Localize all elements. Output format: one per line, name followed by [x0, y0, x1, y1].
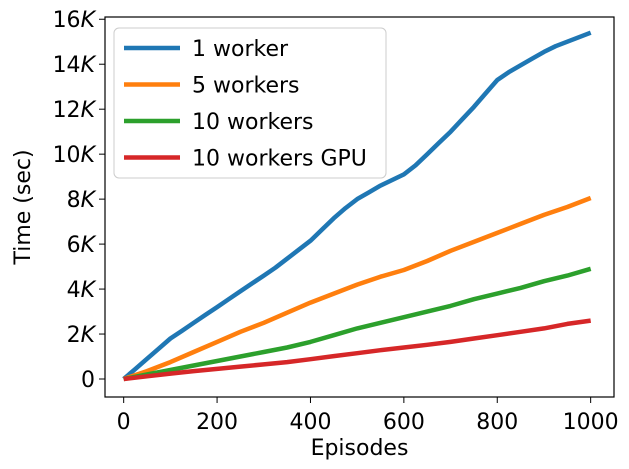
x-tick-label: 200 — [196, 410, 238, 435]
series-line-2 — [122, 195, 592, 382]
y-tick-label: 16K — [53, 8, 97, 33]
y-tick-label: 4K — [67, 278, 97, 303]
x-tick-label: 600 — [383, 410, 425, 435]
legend-label: 10 workers GPU — [192, 147, 367, 172]
x-tick-label: 0 — [117, 410, 131, 435]
plot-area-frame — [104, 16, 615, 398]
y-tick-label: 6K — [67, 233, 97, 258]
y-tick-label: 2K — [67, 323, 97, 348]
legend-label: 10 workers — [192, 110, 313, 135]
ticks-layer: 0 200 400 600 800 1000 0 2K 4K 6K 8K 10K 12K 14K 16K — [53, 8, 619, 435]
legend-label: 1 worker — [192, 37, 289, 62]
series-line-4 — [123, 318, 592, 382]
x-axis-label: Episodes — [311, 436, 409, 461]
x-tick-label: 1000 — [563, 410, 619, 435]
series-line-3 — [123, 266, 592, 382]
y-tick-label: 8K — [67, 188, 97, 213]
y-tick-label: 10K — [53, 143, 97, 168]
x-tick-label: 800 — [476, 410, 518, 435]
legend: 1 worker 5 workers 10 workers 10 workers GP… — [113, 27, 387, 179]
y-tick-label: 12K — [53, 98, 97, 123]
series-layer — [122, 30, 592, 382]
legend-box — [113, 27, 387, 179]
y-tick-label: 0 — [81, 368, 95, 393]
y-axis-label: Time (sec) — [11, 149, 36, 265]
y-tick-label: 14K — [53, 53, 97, 78]
legend-label: 5 workers — [192, 74, 300, 99]
x-tick-label: 400 — [289, 410, 331, 435]
series-line-1 — [122, 30, 592, 381]
